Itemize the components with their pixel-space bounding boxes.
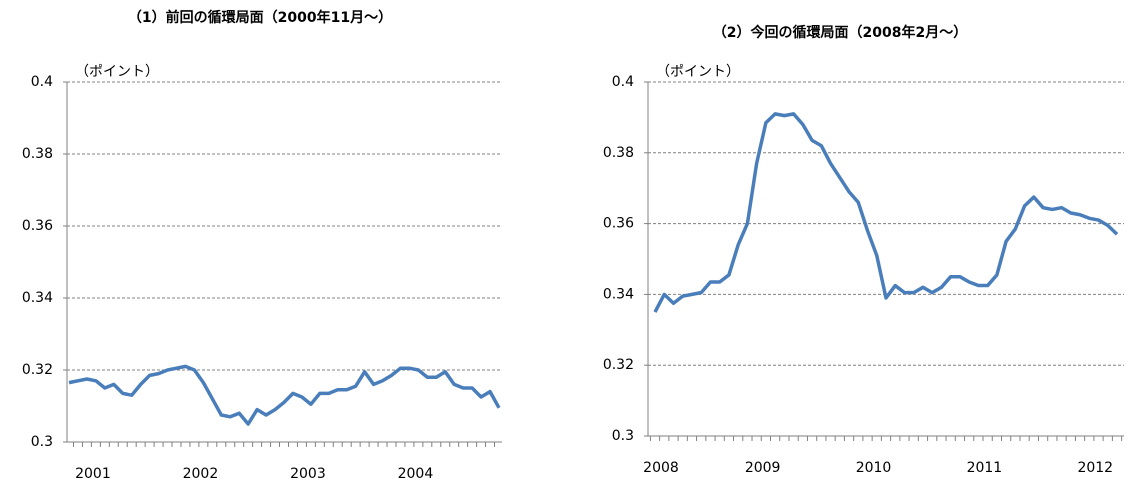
y-tick-label: 0.34: [603, 286, 634, 302]
x-tick-label: 2003: [290, 466, 326, 482]
line: [68, 364, 501, 426]
x-tick-label: 2008: [643, 460, 679, 476]
chart-title: （2）今回の循環局面（2008年2月～）: [713, 24, 967, 41]
line: [653, 112, 1119, 313]
x-tick-label: 2011: [967, 460, 1003, 476]
chart-title: （1）前回の循環局面（2000年11月～）: [128, 9, 392, 26]
y-tick-label: 0.38: [22, 146, 53, 162]
y-tick-label: 0.34: [22, 290, 53, 306]
y-axis-unit: （ポイント）: [656, 64, 740, 80]
x-tick-label: 2012: [1077, 460, 1113, 476]
y-tick-label: 0.32: [603, 357, 634, 373]
x-tick-label: 2004: [398, 466, 434, 482]
y-tick-label: 0.38: [603, 145, 634, 161]
y-axis-unit: （ポイント）: [75, 64, 159, 80]
y-tick-label: 0.3: [31, 434, 53, 450]
y-tick-label: 0.4: [612, 74, 634, 90]
x-tick-label: 2001: [75, 466, 111, 482]
y-tick-label: 0.3: [612, 428, 634, 444]
y-tick-label: 0.36: [22, 218, 53, 234]
y-tick-label: 0.36: [603, 216, 634, 232]
y-tick-label: 0.4: [31, 74, 53, 90]
y-tick-label: 0.32: [22, 362, 53, 378]
x-tick-label: 2002: [183, 466, 219, 482]
x-tick-label: 2010: [856, 460, 892, 476]
x-tick-label: 2009: [745, 460, 781, 476]
